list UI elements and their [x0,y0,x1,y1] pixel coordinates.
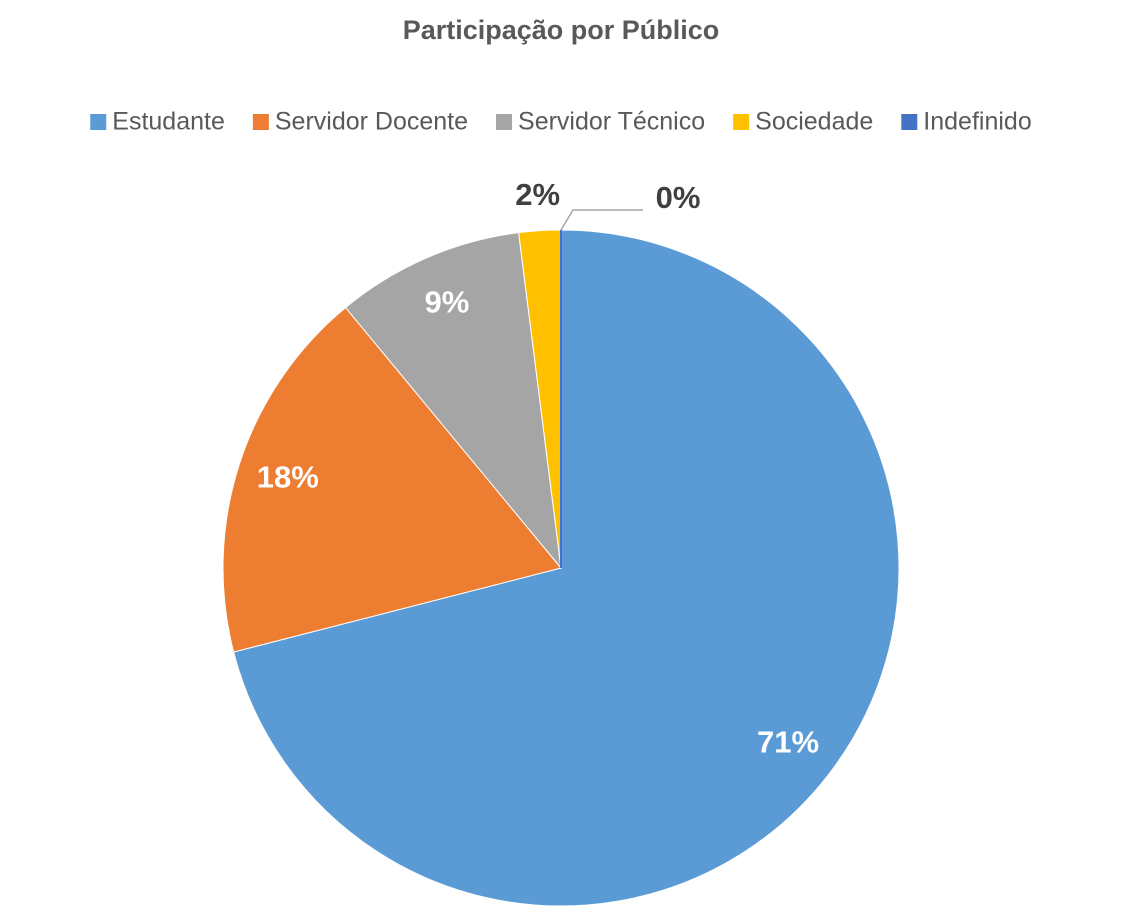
legend-label: Estudante [112,108,225,136]
legend-swatch [252,114,269,130]
legend-swatch [496,114,513,130]
legend-label: Sociedade [755,108,873,136]
data-label: 71% [757,724,819,759]
data-label: 0% [656,180,701,215]
data-label: 9% [424,285,469,320]
leader-line [560,209,643,231]
legend-label: Servidor Técnico [518,108,705,136]
data-label: 2% [515,177,560,212]
chart-title: Participação por Público [403,15,720,45]
legend-swatch [901,114,918,130]
pie-slice [222,306,562,653]
legend-label: Indefinido [923,108,1031,136]
pie-slice [344,232,562,570]
legend-swatch [90,114,107,130]
legend-label: Servidor Docente [275,108,468,136]
data-label: 18% [257,459,319,494]
pie-slice [233,229,900,907]
legend-swatch [733,114,750,130]
